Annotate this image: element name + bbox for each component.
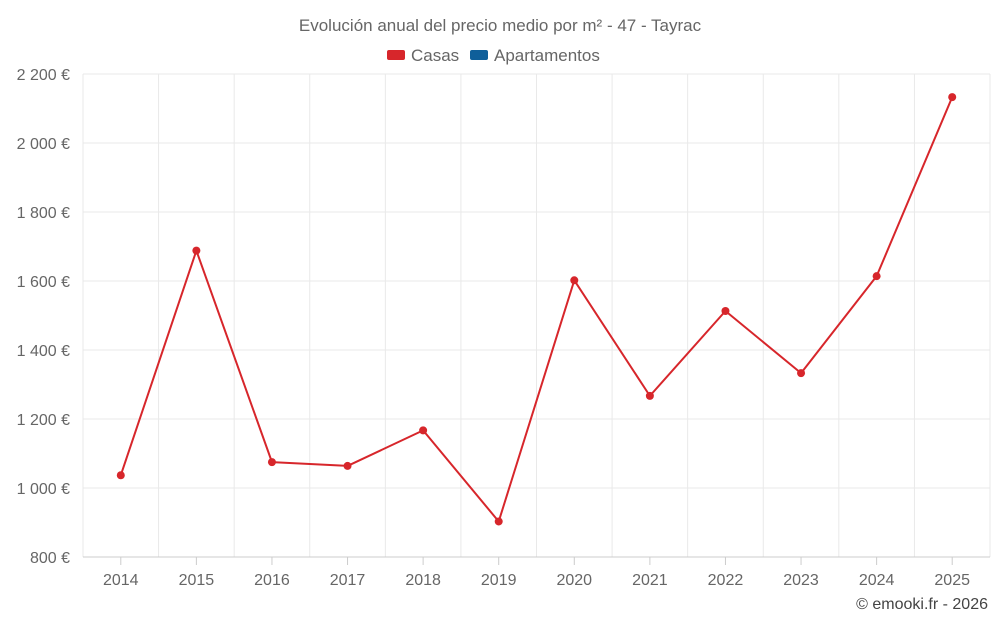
data-point[interactable] bbox=[721, 307, 730, 316]
x-tick-label: 2025 bbox=[934, 572, 970, 589]
data-point[interactable] bbox=[872, 272, 881, 281]
legend-item-casas[interactable]: Casas bbox=[387, 46, 459, 65]
y-tick-label: 1 200 € bbox=[17, 412, 70, 429]
x-tick-label: 2022 bbox=[708, 572, 744, 589]
y-tick-label: 1 400 € bbox=[17, 343, 70, 360]
x-tick-label: 2018 bbox=[405, 572, 441, 589]
x-tick-label: 2024 bbox=[859, 572, 895, 589]
y-tick-label: 1 600 € bbox=[17, 274, 70, 291]
legend-swatch-apartamentos bbox=[470, 50, 488, 60]
data-point[interactable] bbox=[797, 369, 806, 378]
data-point[interactable] bbox=[570, 276, 579, 285]
chart-title: Evolución anual del precio medio por m² … bbox=[299, 16, 702, 35]
legend: Casas Apartamentos bbox=[387, 46, 600, 65]
axes: 800 € 1 000 € 1 200 € 1 400 € 1 600 € 1 800 €… bbox=[17, 67, 990, 589]
data-point[interactable] bbox=[494, 517, 503, 526]
legend-label-apartamentos: Apartamentos bbox=[494, 46, 600, 65]
series-casas bbox=[116, 93, 957, 526]
x-tick-label: 2014 bbox=[103, 572, 139, 589]
x-tick-label: 2021 bbox=[632, 572, 668, 589]
data-point[interactable] bbox=[192, 246, 201, 255]
data-point[interactable] bbox=[645, 391, 654, 400]
data-point[interactable] bbox=[419, 426, 428, 435]
x-tick-label: 2015 bbox=[179, 572, 215, 589]
x-tick-label: 2023 bbox=[783, 572, 819, 589]
legend-item-apartamentos[interactable]: Apartamentos bbox=[470, 46, 600, 65]
y-tick-label: 1 000 € bbox=[17, 481, 70, 498]
data-point[interactable] bbox=[267, 458, 276, 467]
data-point[interactable] bbox=[948, 93, 957, 102]
credit-text: © emooki.fr - 2026 bbox=[856, 596, 988, 613]
legend-label-casas: Casas bbox=[411, 46, 459, 65]
grid bbox=[82, 73, 991, 557]
data-point[interactable] bbox=[116, 471, 125, 480]
y-tick-label: 2 000 € bbox=[17, 136, 70, 153]
series-line-casas bbox=[119, 96, 954, 523]
data-point[interactable] bbox=[343, 461, 352, 470]
x-tick-label: 2019 bbox=[481, 572, 517, 589]
legend-swatch-casas bbox=[387, 50, 405, 60]
x-tick-label: 2017 bbox=[330, 572, 366, 589]
x-tick-label: 2020 bbox=[556, 572, 592, 589]
y-tick-label: 2 200 € bbox=[17, 67, 70, 84]
x-tick-label: 2016 bbox=[254, 572, 290, 589]
y-tick-label: 800 € bbox=[30, 550, 70, 567]
y-tick-label: 1 800 € bbox=[17, 205, 70, 222]
